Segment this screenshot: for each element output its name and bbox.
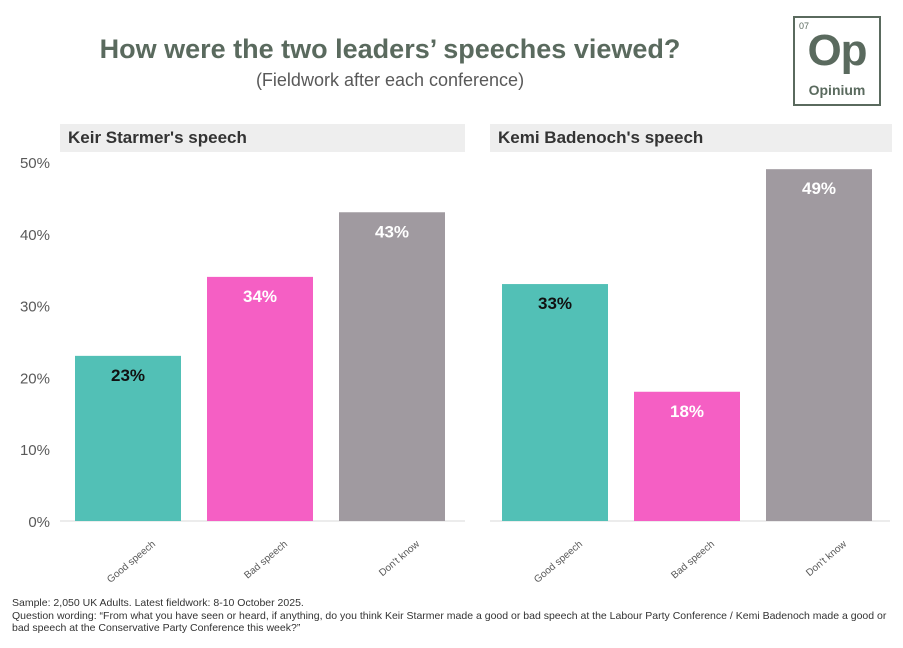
data-label-badenoch-1: 18% (670, 402, 704, 421)
bar-starmer-2 (339, 212, 445, 521)
y-tick-label: 30% (20, 299, 50, 316)
data-label-starmer-0: 23% (111, 366, 145, 385)
category-label-starmer-0: Good speech (105, 539, 158, 586)
category-label-badenoch-2: Don't know (804, 538, 849, 579)
data-label-starmer-1: 34% (243, 287, 277, 306)
y-tick-label: 20% (20, 370, 50, 387)
bar-badenoch-0 (502, 284, 608, 521)
logo-symbol: Op (807, 26, 867, 75)
category-label-badenoch-1: Bad speech (669, 539, 717, 581)
chart-title: How were the two leaders’ speeches viewe… (99, 34, 681, 64)
question-wording: Question wording: “From what you have se… (12, 609, 887, 635)
y-tick-label: 10% (20, 442, 50, 459)
y-tick-label: 50% (20, 155, 50, 172)
logo-name: Opinium (808, 82, 866, 98)
logo-number: 07 (799, 21, 810, 31)
opinium-logo: 07 Op Opinium (793, 16, 881, 106)
footnote: Sample: 2,050 UK Adults. Latest fieldwor… (12, 597, 897, 635)
y-tick-label: 0% (28, 514, 50, 531)
data-label-badenoch-2: 49% (802, 179, 836, 198)
sample-note: Sample: 2,050 UK Adults. Latest fieldwor… (12, 597, 304, 609)
category-label-starmer-2: Don't know (377, 538, 422, 579)
data-label-starmer-2: 43% (375, 222, 409, 241)
category-label-badenoch-0: Good speech (532, 539, 585, 586)
bar-badenoch-1 (634, 391, 740, 521)
y-tick-label: 40% (20, 227, 50, 244)
data-label-badenoch-0: 33% (538, 294, 572, 313)
bar-charts: 0% 10% 20% 30% 40% 50% 23% Good speech 34% Bad sp… (20, 155, 890, 586)
panel-title-badenoch: Kemi Badenoch's speech (490, 124, 892, 152)
category-label-starmer-1: Bad speech (242, 539, 290, 581)
bar-starmer-1 (207, 276, 313, 521)
bar-starmer-0 (75, 355, 181, 521)
chart-subtitle: (Fieldwork after each conference) (255, 70, 525, 90)
panel-title-starmer: Keir Starmer's speech (60, 124, 465, 152)
bar-badenoch-2 (766, 169, 872, 521)
